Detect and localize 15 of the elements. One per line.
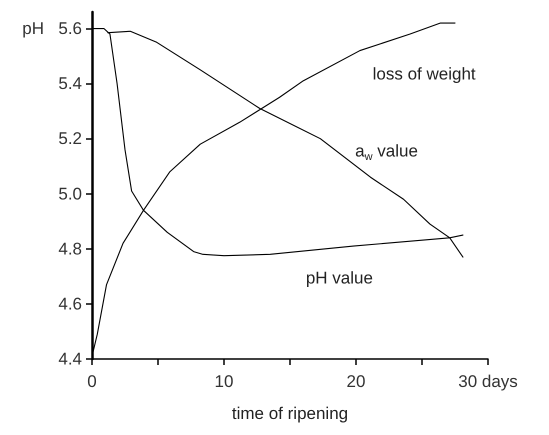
series-label: loss of weight xyxy=(372,64,476,84)
y-tick-label: 4.4 xyxy=(58,350,82,368)
series-label: pH value xyxy=(306,268,373,288)
x-axis-title: time of ripening xyxy=(232,404,348,423)
y-tick-label: 5.0 xyxy=(58,184,82,204)
x-tick-label: 30 days xyxy=(458,372,518,391)
y-tick-label: 4.8 xyxy=(58,239,82,258)
y-tick-label: 4.6 xyxy=(58,294,82,314)
y-tick-label: 5.4 xyxy=(58,74,82,94)
x-tick-label: 20 xyxy=(346,372,366,391)
y-tick-label: 5.6 xyxy=(58,19,82,38)
x-tick-label: 10 xyxy=(214,372,234,391)
y-tick-label: 5.2 xyxy=(58,129,82,148)
y-axis-title: pH xyxy=(22,19,44,38)
x-tick-label: 0 xyxy=(87,372,97,391)
